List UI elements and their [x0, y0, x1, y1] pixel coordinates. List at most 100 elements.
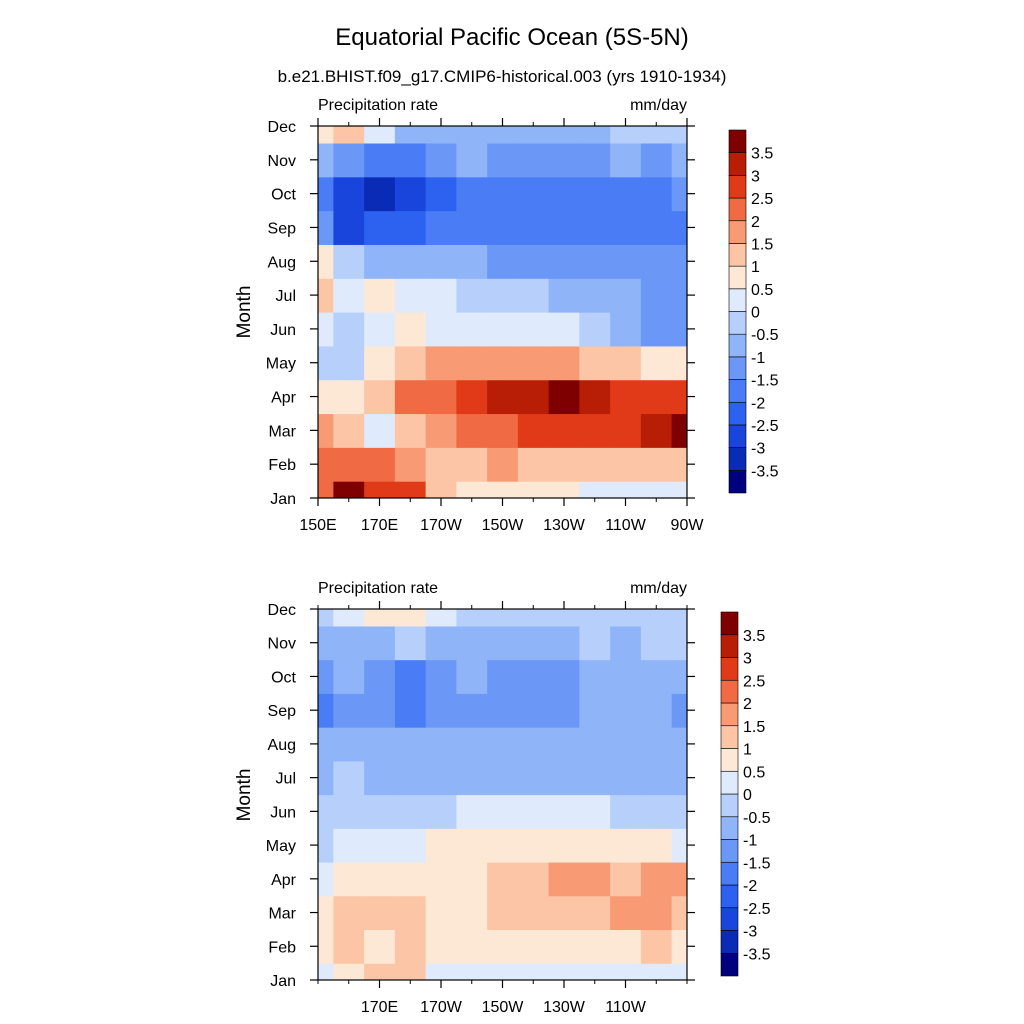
heatmap-cell-oct-180 — [394, 659, 427, 694]
heatmap-cell-feb-160w — [456, 447, 488, 482]
colorbar-swatch — [728, 265, 747, 290]
heatmap-cell-oct-150e — [318, 659, 334, 694]
heatmap-cell-feb-130w — [548, 929, 580, 964]
x-tick-label: 110W — [605, 517, 647, 534]
heatmap-cell-mar-180 — [394, 413, 427, 448]
y-tick-label: Jul — [276, 771, 296, 788]
heatmap-cell-jun-110w — [610, 794, 642, 829]
heatmap-cell-jul-170w — [425, 760, 457, 796]
heatmap-cell-dec-90w — [671, 609, 687, 627]
heatmap-cell-jul-180 — [394, 760, 427, 796]
colorbar-label: -3 — [743, 924, 757, 941]
heatmap-cell-feb-100w — [640, 929, 673, 964]
colorbar-label: -2.5 — [743, 901, 771, 918]
heatmap-cell-oct-90w — [671, 176, 687, 212]
y-tick-label: Dec — [268, 602, 296, 619]
x-tick-label: 110W — [605, 999, 647, 1016]
x-ticks: 170E 170W 150W 130W 110W — [317, 601, 688, 1016]
heatmap-cell-apr-130w — [548, 379, 580, 415]
heatmap-cell-mar-100w — [640, 413, 673, 448]
heatmap-cell-jun-150e — [318, 794, 334, 829]
y-tick-label: Feb — [268, 457, 296, 474]
heatmap-cell-jul-130w — [548, 278, 580, 313]
y-ticks: Jan Feb Mar Apr May Jun Jul Aug Sep Oct Nov Dec — [266, 119, 695, 508]
colorbar-label: 3.5 — [743, 628, 765, 645]
heatmap-cell-nov-100w — [640, 142, 673, 178]
heatmap-cell-jul-170e — [364, 760, 396, 796]
heatmap-cell-aug-160w — [456, 244, 488, 279]
heatmap-cell-jul-150e — [318, 278, 334, 313]
heatmap-cell-dec-160e — [333, 126, 365, 144]
heatmap-cell-aug-140w — [517, 727, 550, 762]
heatmap-cell-aug-140w — [517, 244, 550, 279]
heatmap-cell-jan-130w — [548, 963, 580, 980]
heatmap-cell-jan-90w — [671, 481, 687, 498]
heatmap-cell-dec-150e — [318, 126, 334, 144]
heatmap-cell-oct-160e — [333, 659, 365, 694]
heatmap-cell-sep-160w — [456, 210, 488, 245]
heatmap-cell-mar-160w — [456, 413, 488, 448]
heatmap-cell-jun-130w — [548, 312, 580, 347]
heatmap-cell-oct-120w — [579, 176, 611, 212]
heatmap-cell-apr-160e — [333, 861, 365, 897]
x-tick-label: 150W — [482, 999, 525, 1016]
heatmap-cell-oct-90w — [671, 659, 687, 694]
heatmap-cell-sep-150e — [318, 210, 334, 245]
heatmap-cell-oct-120w — [579, 659, 611, 694]
heatmap-cell-dec-100w — [640, 609, 673, 627]
colorbar-swatch — [728, 356, 747, 380]
heatmap-cell-jul-110w — [610, 278, 642, 313]
panel-model: Precipitation rate mm/day Month 150E 170E… — [234, 97, 779, 534]
colorbar-swatch — [720, 907, 739, 931]
heatmap-cell-apr-180 — [394, 861, 427, 897]
heatmap-cell-nov-140w — [517, 625, 550, 661]
colorbar-label: -1 — [751, 350, 765, 367]
heatmap-cell-dec-140w — [517, 126, 550, 144]
heatmap-cell-may-100w — [640, 345, 673, 381]
y-ticks: Jan Feb Mar Apr May Jun Jul Aug Sep Oct Nov Dec — [266, 602, 695, 990]
heatmap-cell-mar-110w — [610, 413, 642, 448]
heatmap-cell-jun-170w — [425, 312, 457, 347]
heatmap-cell-feb-90w — [671, 447, 687, 482]
heatmap-cell-jul-130w — [548, 760, 580, 796]
heatmap-cell-apr-150e — [318, 861, 334, 897]
colorbar-label: 0 — [751, 305, 760, 322]
heatmap-cell-mar-170e — [364, 413, 396, 448]
heatmap-cell-apr-140w — [517, 379, 550, 415]
heatmap-cell-feb-160e — [333, 929, 365, 964]
heatmap-cell-nov-160w — [456, 142, 488, 178]
heatmap-cell-nov-110w — [610, 625, 642, 661]
heatmap-cell-nov-160e — [333, 625, 365, 661]
colorbar-label: 2 — [751, 214, 760, 231]
heatmap-cell-dec-110w — [610, 126, 642, 144]
heatmap-cell-oct-170e — [364, 659, 396, 694]
x-tick-label: 170E — [361, 517, 398, 534]
colorbar-swatch — [728, 311, 747, 335]
colorbar-label: -1.5 — [751, 373, 779, 390]
heatmap-cell-mar-130w — [548, 413, 580, 448]
heatmap-cell-jan-150w — [487, 481, 519, 498]
y-tick-label: Mar — [268, 423, 296, 440]
colorbar-swatch — [728, 152, 747, 176]
colorbar: -3.5 -3 -2.5 -2 -1.5 -1 -0.5 0 0.5 1 1.5 2 2.5 3 3.5 — [728, 129, 779, 494]
heatmap-cell-dec-180 — [394, 609, 427, 627]
heatmap-cell-jan-180 — [394, 963, 427, 980]
heatmap-cell-jan-110w — [610, 963, 642, 980]
heatmap-cell-jan-140w — [517, 963, 550, 980]
heatmap-cell-nov-130w — [548, 142, 580, 178]
panel-left-label: Precipitation rate — [318, 580, 438, 597]
heatmap-cell-jul-140w — [517, 278, 550, 313]
heatmap-cell-may-170w — [425, 345, 457, 381]
y-axis-label: Month — [234, 286, 255, 339]
heatmap-cell-aug-120w — [579, 244, 611, 279]
heatmap-cell-feb-160e — [333, 447, 365, 482]
colorbar: -3.5 -3 -2.5 -2 -1.5 -1 -0.5 0 0.5 1 1.5 2 2.5 3 3.5 — [720, 611, 771, 977]
colorbar-swatch — [728, 333, 747, 358]
heatmap-cell-apr-170w — [425, 379, 457, 415]
heatmap-cell-apr-90w — [671, 861, 687, 897]
heatmap-cell-jun-150w — [487, 794, 519, 829]
heatmap-cell-oct-160w — [456, 176, 488, 212]
y-tick-label: Feb — [268, 939, 296, 956]
y-tick-label: May — [266, 838, 296, 855]
heatmap-cell-feb-130w — [548, 447, 580, 482]
